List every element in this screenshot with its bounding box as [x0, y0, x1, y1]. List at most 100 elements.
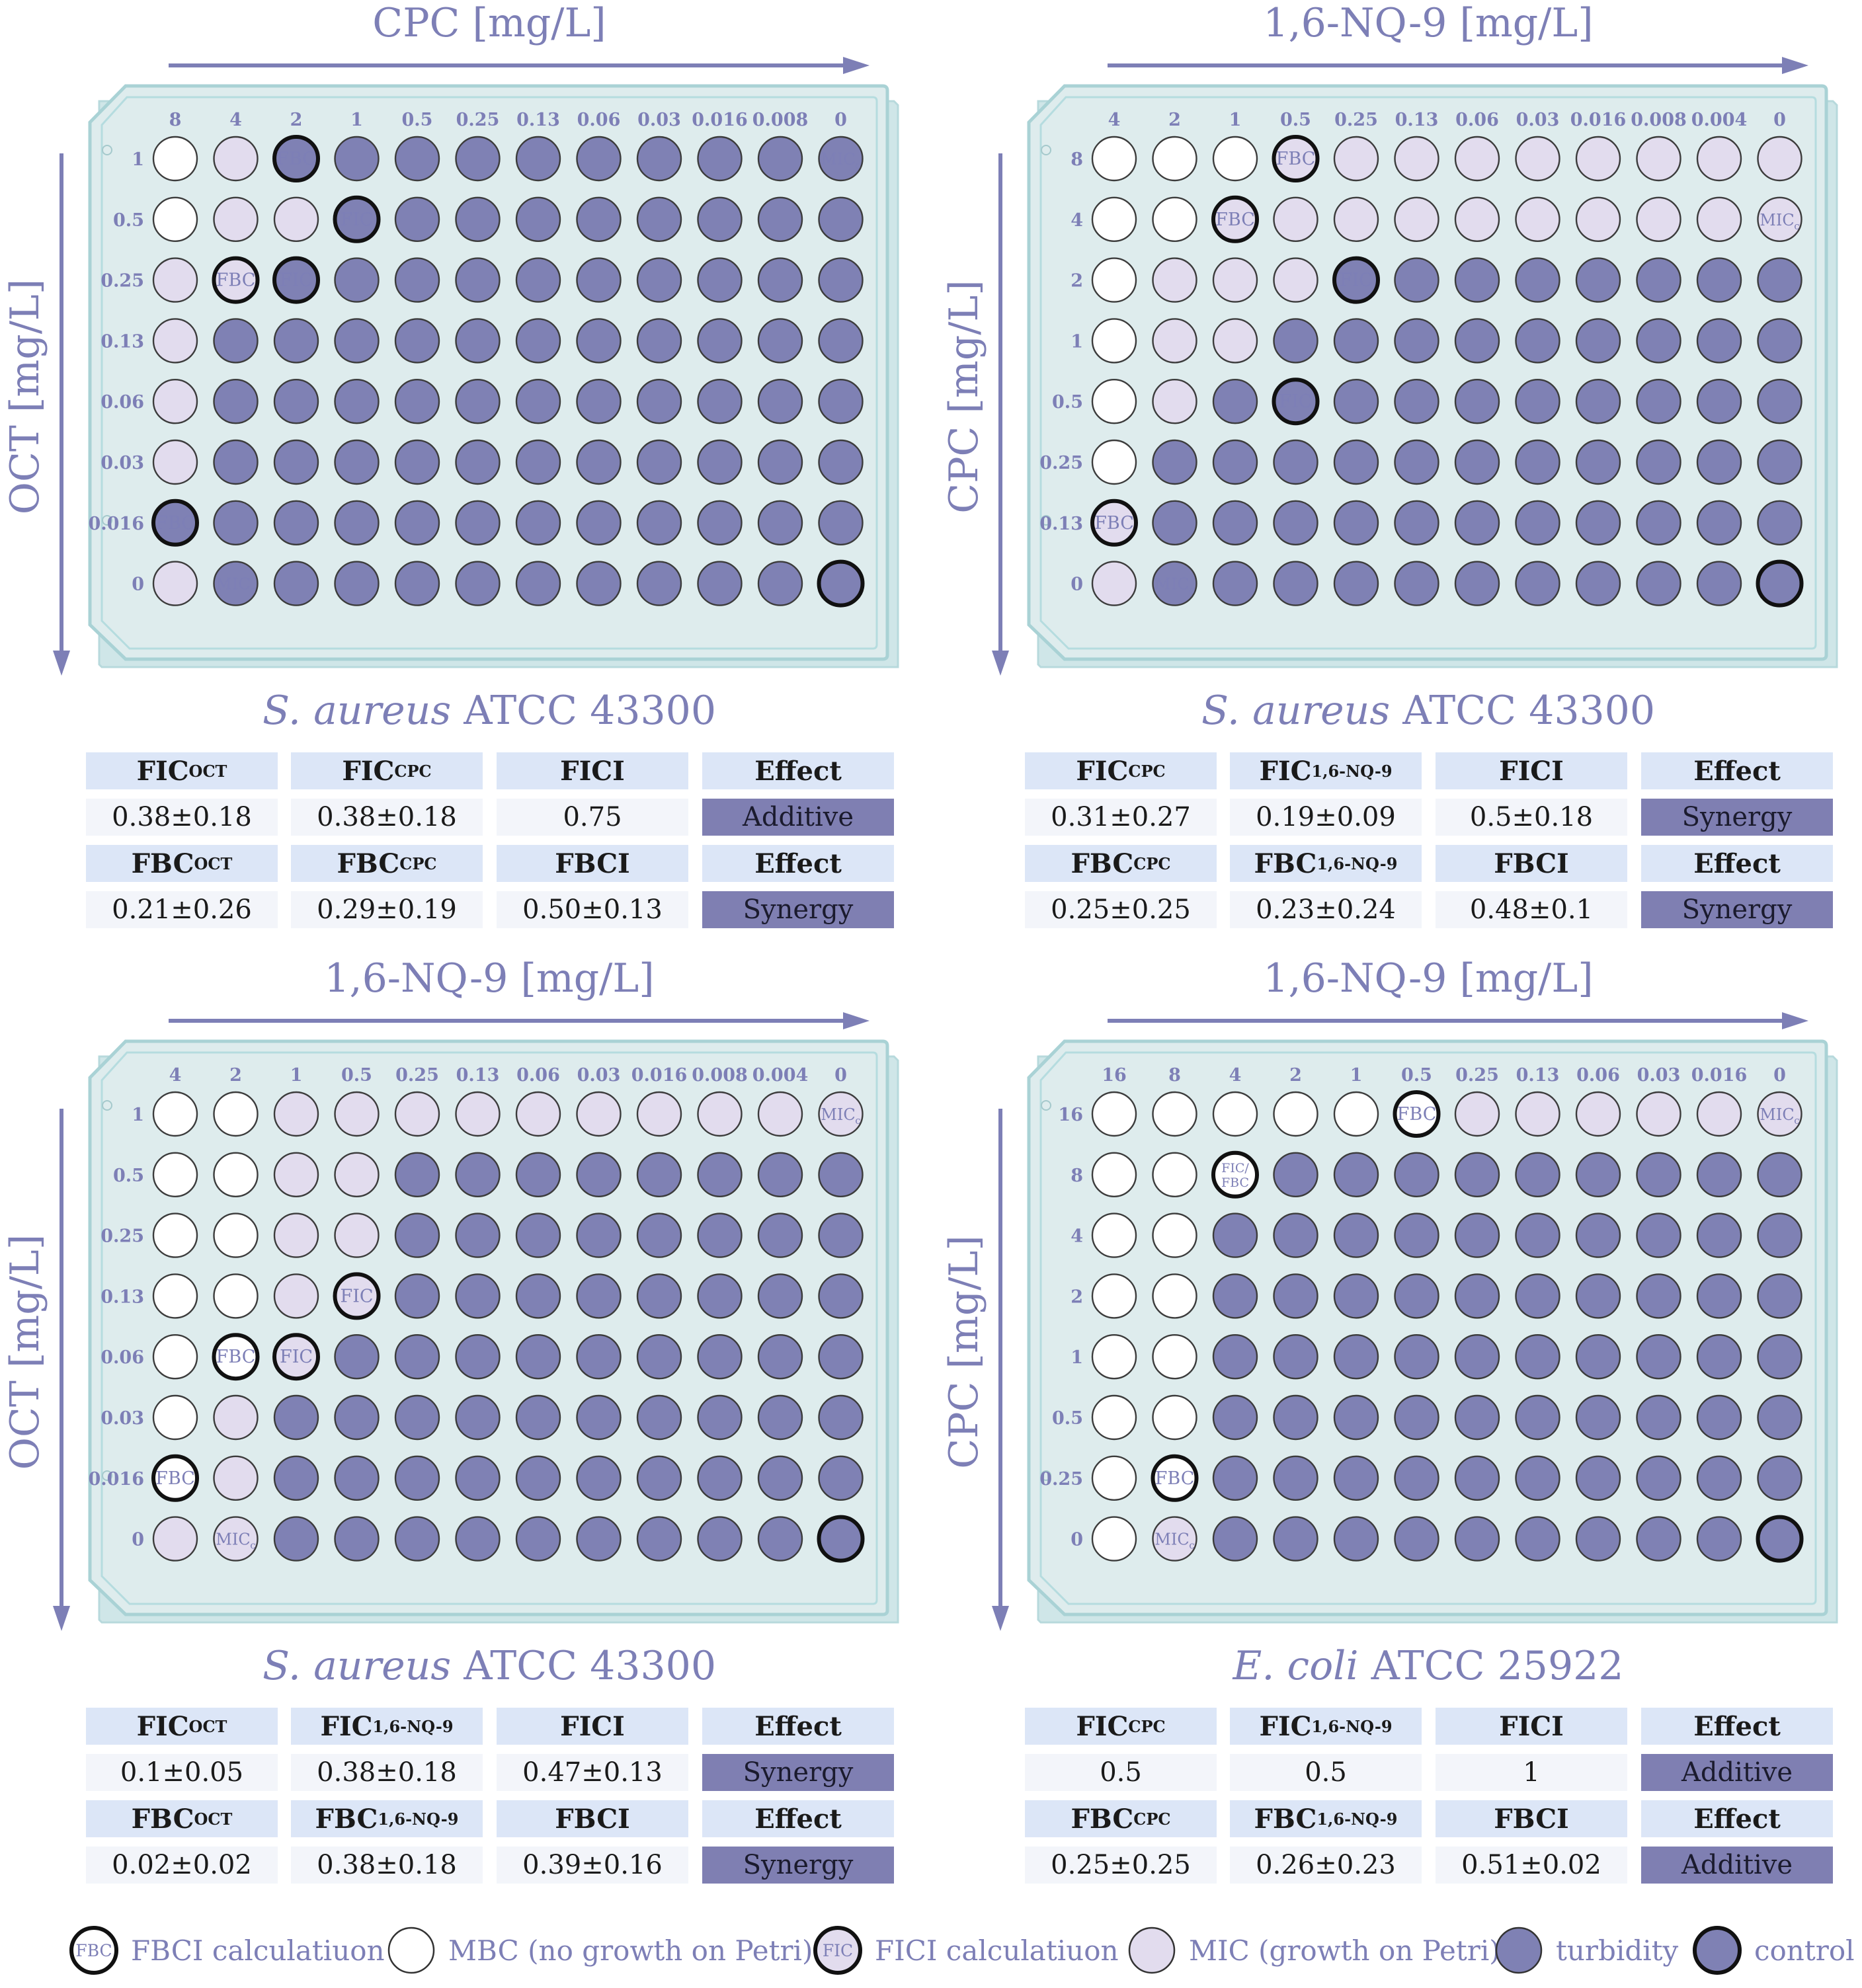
- well: [636, 1516, 682, 1562]
- stats-value-text: 0.02±0.02: [112, 1850, 252, 1880]
- well: [152, 1152, 198, 1198]
- stats-header-cell: FICI: [497, 1708, 688, 1745]
- well: [757, 1334, 803, 1380]
- well: [152, 379, 198, 424]
- well: [151, 498, 199, 547]
- well: [1333, 1334, 1379, 1380]
- well: [1090, 498, 1138, 547]
- stats-value-cell: 0.38±0.18: [86, 799, 278, 836]
- well: [515, 1091, 561, 1137]
- effect-badge: Synergy: [1641, 799, 1833, 836]
- well: [515, 1152, 561, 1198]
- column-label: 0.008: [752, 110, 809, 130]
- stats-value-text: 0.48±0.1: [1469, 895, 1594, 925]
- well: [1636, 1091, 1681, 1137]
- plate-graphic: 16 8 4 2 1 0.5 0.25 0.13 0.06 0.03 0.016 0 16 8 4 2 1 0.5…: [1027, 1039, 1838, 1624]
- legend-label: control: [1754, 1934, 1855, 1967]
- organism-caption: E. coli ATCC 25922: [1058, 1643, 1799, 1689]
- well: [1696, 196, 1742, 243]
- well: [152, 1273, 198, 1319]
- column-label: 0.5: [1401, 1065, 1432, 1086]
- empty-well-icon: [387, 1927, 435, 1974]
- well: [1333, 1213, 1379, 1258]
- mic-well-icon: [1128, 1927, 1176, 1974]
- stats-header-text: Effect: [754, 848, 842, 879]
- well: [757, 561, 803, 606]
- stats-header-cell: Effect: [702, 845, 894, 882]
- stats-value-cell: 1: [1436, 1754, 1627, 1791]
- stats-header-cell: FBC 1,6-NQ-9: [1230, 1800, 1422, 1837]
- column-label: 0.25: [395, 1065, 439, 1086]
- stats-header-text: FICI: [1499, 755, 1564, 787]
- column-label: 0.008: [1631, 110, 1687, 130]
- well: [1152, 439, 1197, 485]
- stats-header-subscript: 1,6-NQ-9: [1311, 761, 1393, 781]
- well: [1454, 257, 1500, 303]
- plate-notch-bottom: [102, 515, 112, 526]
- well: [1212, 561, 1258, 606]
- stats-header-cell: FIC OCT: [86, 1708, 278, 1745]
- well: [1454, 318, 1500, 364]
- row-label: 0.016: [88, 1469, 144, 1490]
- well: [1696, 379, 1742, 424]
- well: [757, 500, 803, 545]
- well: [515, 1273, 561, 1319]
- well: [817, 1515, 865, 1563]
- row-label: 0: [132, 1530, 144, 1550]
- well: [1273, 318, 1318, 364]
- stats-header-text: FIC: [1076, 755, 1129, 787]
- well: [1757, 196, 1802, 243]
- well: [394, 561, 440, 606]
- well-mark-label: FIC: [340, 210, 373, 230]
- column-label: 1: [1350, 1065, 1363, 1086]
- stats-header-subscript: 1,6-NQ-9: [1316, 1809, 1398, 1829]
- stats-value-cell: 0.48±0.1: [1436, 891, 1627, 928]
- column-label: 8: [1168, 1065, 1181, 1086]
- stats-value-text: 0.38±0.18: [317, 802, 457, 832]
- well-mark-label: FBC: [1094, 513, 1134, 534]
- well-mark-label: FBC: [216, 270, 256, 291]
- well: [1333, 379, 1379, 424]
- well-mark-label: FBC: [1221, 1175, 1249, 1190]
- stats-header-cell: FBC CPC: [291, 845, 483, 882]
- well: [1757, 136, 1802, 182]
- well: [1636, 196, 1681, 243]
- well: [1515, 1516, 1560, 1562]
- x-axis-arrow: [169, 57, 870, 74]
- well: [1575, 379, 1621, 424]
- stats-header-text: FICI: [560, 1710, 625, 1742]
- y-axis-title: OCT [mg/L]: [2, 1234, 48, 1470]
- well: [1757, 1152, 1802, 1198]
- stats-header-subscript: OCT: [194, 1809, 233, 1829]
- column-label: 0.25: [456, 110, 500, 130]
- panel-cpc-nq9-saureus: 1,6-NQ-9 [mg/L] CPC [mg/L] 4 2 1 0.5 0.25 0.13 0…: [939, 0, 1862, 952]
- well: [1756, 1515, 1804, 1563]
- y-axis-title: CPC [mg/L]: [941, 1235, 987, 1469]
- well: [152, 257, 198, 303]
- well: [818, 1091, 864, 1137]
- organism-species: S. aureus: [262, 688, 452, 734]
- y-axis-title: OCT [mg/L]: [2, 278, 48, 515]
- column-label: 0: [1773, 1065, 1786, 1086]
- well: [515, 1394, 561, 1441]
- well: [697, 1455, 743, 1501]
- well: [1394, 439, 1439, 485]
- well: [1454, 379, 1500, 424]
- stats-header-text: FIC: [1259, 755, 1312, 787]
- well: [515, 439, 561, 485]
- well: [152, 1334, 198, 1380]
- well-mark-subscript: c: [1794, 1115, 1799, 1127]
- well: [394, 1455, 440, 1501]
- stats-header-text: Effect: [754, 1710, 842, 1742]
- well: [757, 1273, 803, 1319]
- well: [1212, 439, 1258, 485]
- stats-header-text: FBC: [1071, 848, 1134, 879]
- well-mark-label: MIC: [216, 575, 250, 594]
- well: [394, 257, 440, 303]
- well: [1636, 500, 1681, 545]
- stats-header-subscript: 1,6-NQ-9: [1316, 854, 1398, 873]
- effect-badge: Additive: [1641, 1754, 1833, 1791]
- well: [697, 257, 743, 303]
- legend-item: FBC FBCI calculatiuon: [66, 1921, 385, 1980]
